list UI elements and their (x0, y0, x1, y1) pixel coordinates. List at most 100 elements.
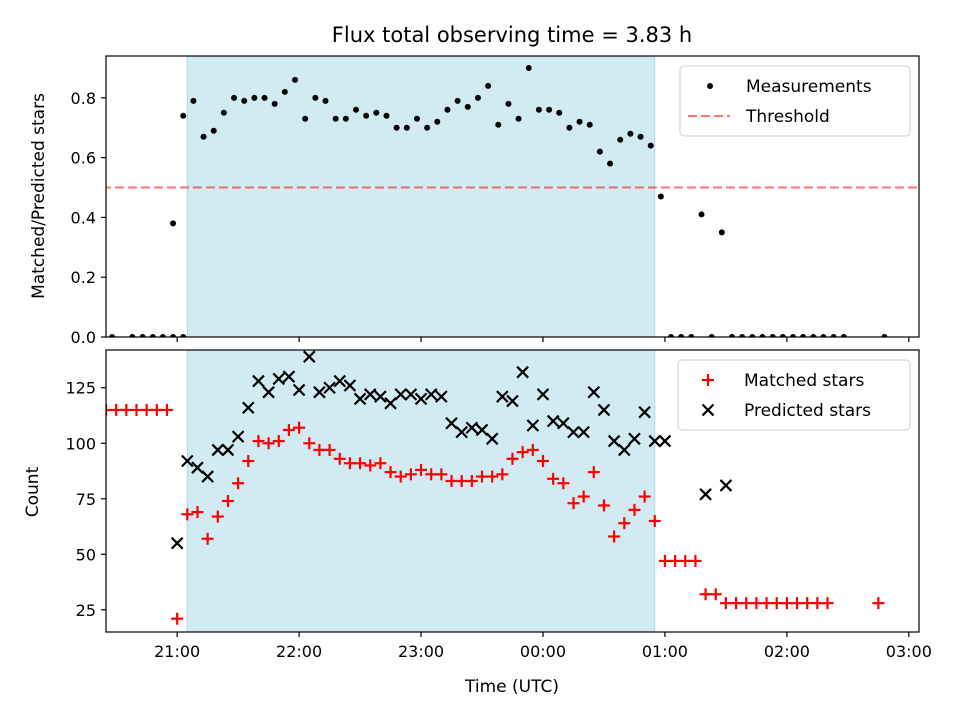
ratio-panel: 0.0 0.2 0.4 0.6 0.8 Measurements Threshold (71, 55, 920, 347)
x-b (211, 443, 225, 457)
x-b (384, 397, 397, 410)
measurement-point (708, 334, 715, 337)
predicted-star-point (445, 416, 458, 430)
chart-title: Flux total observing time = 3.83 h (332, 23, 692, 47)
predicted-star-point (181, 454, 194, 468)
x-b (282, 370, 296, 383)
matched-star-point (333, 452, 346, 465)
measurement-point (129, 334, 136, 337)
predicted-star-point (323, 381, 336, 395)
matched-star-point (608, 530, 621, 543)
predicted-star-point (536, 388, 550, 401)
legend-box (677, 359, 911, 431)
matched-star-point (384, 466, 397, 479)
predicted-star-point (435, 390, 448, 403)
predicted-star-point (333, 374, 347, 388)
matched-star-point (323, 443, 336, 456)
predicted-star-point (628, 432, 641, 446)
matched-star-point (130, 403, 143, 416)
x-b (577, 425, 590, 439)
x-b (374, 390, 387, 403)
measurement-point (515, 115, 522, 122)
matched-star-point (191, 506, 204, 519)
predicted-star-point (546, 414, 560, 428)
x-tick-label: 23:00 (398, 642, 444, 661)
measurement-point (383, 112, 390, 119)
measurement-point (657, 193, 664, 200)
predicted-star-point (607, 434, 621, 448)
measurement-point (231, 94, 238, 101)
x-b (252, 374, 265, 388)
predicted-star-point (170, 536, 184, 550)
matched-star-point (577, 490, 590, 503)
measurement-point (739, 334, 746, 337)
x-b (658, 434, 672, 448)
measurement-point (830, 334, 837, 337)
x-tick-label: 21:00 (154, 642, 200, 661)
predicted-star-point (577, 425, 590, 439)
matched-star-point (699, 588, 712, 601)
measurement-point (149, 334, 156, 337)
x-b (404, 388, 418, 401)
matched-star-point (628, 503, 641, 516)
measurement-point (373, 109, 380, 116)
x-b (516, 365, 529, 379)
matched-star-point (476, 470, 489, 483)
measurement-point (688, 334, 695, 337)
matched-star-point (374, 457, 387, 470)
x-b (181, 454, 194, 468)
count-plot-area (90, 350, 885, 625)
x-b (638, 405, 651, 419)
matched-star-point (425, 468, 438, 481)
measurement-point (241, 97, 248, 104)
predicted-star-point (302, 350, 316, 363)
matched-star-point (171, 612, 184, 625)
predicted-star-point (526, 419, 540, 432)
x-b (221, 443, 235, 457)
predicted-star-point (465, 421, 479, 434)
measurement-point (525, 64, 532, 71)
predicted-star-point (587, 385, 601, 399)
matched-star-point (465, 475, 478, 488)
measurement-point (312, 94, 319, 101)
x-tick-label: 00:00 (520, 642, 566, 661)
x-b (567, 425, 580, 439)
x-b (353, 392, 367, 406)
observing-interval-shade (186, 55, 656, 338)
predicted-star-point (597, 403, 611, 417)
matched-star-point (547, 472, 560, 485)
x-tick-label: 02:00 (764, 642, 810, 661)
matched-star-point (415, 463, 428, 476)
matched-star-point (455, 475, 468, 488)
matched-star-point (313, 443, 326, 456)
x-b (333, 374, 347, 388)
measurement-point (759, 334, 766, 337)
x-b (465, 421, 479, 434)
matched-star-point (618, 517, 631, 530)
matched-star-point (90, 404, 102, 416)
measurement-point (180, 334, 187, 337)
measurement-point (109, 334, 116, 337)
count-axes-frame (105, 349, 920, 633)
predicted-star-point (221, 443, 235, 457)
predicted-star-point (272, 372, 286, 386)
matched-star-point (232, 477, 245, 490)
x-b (557, 416, 570, 430)
matched-star-point (201, 532, 214, 545)
x-b (343, 379, 357, 392)
y-tick-label: 0.4 (71, 208, 96, 227)
predicted-star-point (424, 388, 438, 401)
matched-star-point (791, 597, 804, 610)
measurement-point (637, 133, 644, 140)
measurement-point (729, 334, 736, 337)
x-b (313, 385, 326, 399)
x-b (191, 461, 204, 474)
y-tick-label: 75 (76, 490, 96, 509)
matched-star-point (242, 455, 255, 468)
matched-star-point (536, 455, 549, 468)
legend-box (679, 65, 911, 137)
matched-star-point (770, 597, 783, 610)
predicted-star-point (191, 461, 204, 474)
matched-star-point (740, 597, 753, 610)
